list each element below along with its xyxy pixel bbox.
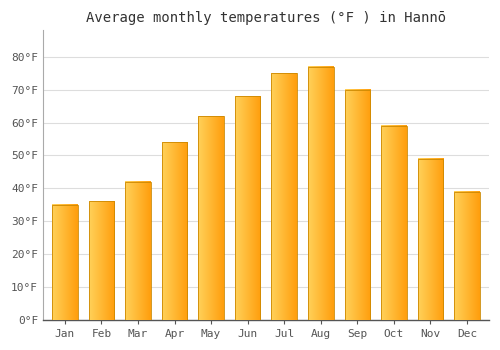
Bar xyxy=(88,202,114,320)
Bar xyxy=(308,66,334,320)
Bar xyxy=(381,126,406,320)
Bar xyxy=(125,182,151,320)
Bar xyxy=(198,116,224,320)
Bar xyxy=(272,73,297,320)
Title: Average monthly temperatures (°F ) in Hannō: Average monthly temperatures (°F ) in Ha… xyxy=(86,11,446,25)
Bar xyxy=(454,191,480,320)
Bar xyxy=(52,205,78,320)
Bar xyxy=(162,142,188,320)
Bar xyxy=(235,96,260,320)
Bar xyxy=(344,90,370,320)
Bar xyxy=(418,159,443,320)
